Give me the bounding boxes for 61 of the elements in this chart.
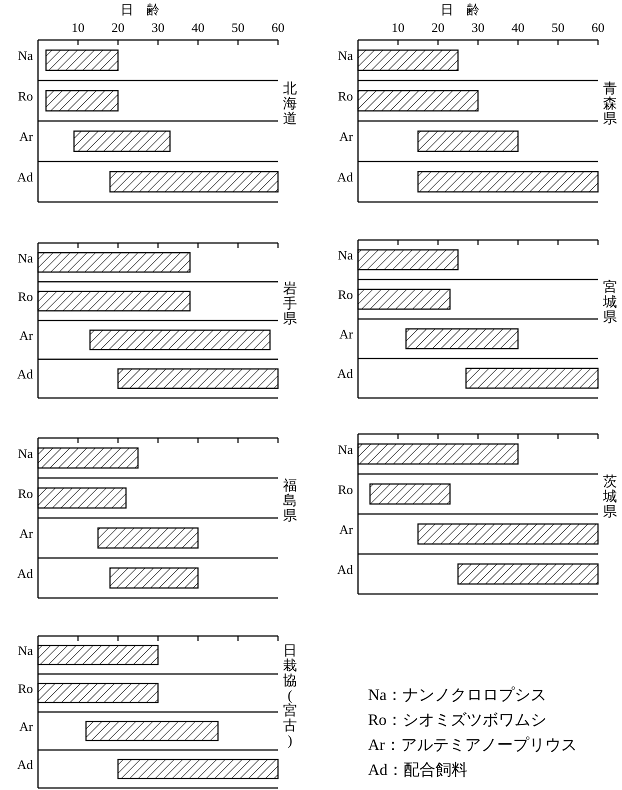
text: Ar：アルテミアノープリウス bbox=[368, 736, 577, 754]
y-tick-label: Ro bbox=[338, 287, 353, 302]
x-axis-title: 日 齢 bbox=[440, 2, 480, 17]
bar bbox=[109, 171, 279, 192]
y-tick-label: Ar bbox=[19, 526, 34, 541]
text: Ro：シオミズツボワムシ bbox=[368, 712, 547, 729]
y-tick-label: Ad bbox=[337, 366, 354, 382]
text: 日栽協(宮古) bbox=[283, 644, 297, 749]
y-tick-label: Ad bbox=[17, 366, 34, 382]
y-tick-label: Ar bbox=[339, 326, 354, 342]
x-tick-label: 60 bbox=[592, 20, 604, 35]
text: Na：ナンノクロロプシス bbox=[368, 686, 547, 704]
bar bbox=[465, 368, 599, 389]
bar bbox=[45, 90, 119, 112]
y-tick-label: Ro bbox=[338, 88, 353, 104]
x-tick-label: 20 bbox=[432, 20, 444, 35]
y-tick-label: Ar bbox=[19, 328, 34, 343]
y-tick-label: Ro bbox=[18, 680, 33, 696]
x-tick-label: 20 bbox=[112, 20, 124, 35]
y-tick-label: Ad bbox=[17, 169, 34, 184]
y-tick-label: Na bbox=[18, 48, 34, 63]
y-tick-label: Ro bbox=[18, 486, 33, 501]
x-axis-title: 日 齢 bbox=[120, 2, 160, 17]
y-tick-label: Ar bbox=[19, 128, 34, 144]
y-tick-label: Na bbox=[338, 48, 354, 63]
bar bbox=[417, 171, 599, 192]
text: 福島県 bbox=[283, 478, 297, 524]
bar bbox=[45, 50, 119, 71]
y-tick-label: Ro bbox=[18, 289, 33, 304]
y-tick-label: Ad bbox=[17, 566, 34, 581]
x-tick-label: 10 bbox=[392, 20, 404, 35]
bar bbox=[405, 328, 519, 350]
x-tick-label: 30 bbox=[152, 20, 164, 35]
x-tick-label: 50 bbox=[552, 20, 564, 35]
y-tick-label: Ad bbox=[337, 169, 354, 184]
text: 宮城県 bbox=[602, 279, 617, 326]
y-tick-label: Ad bbox=[17, 756, 34, 772]
bar bbox=[417, 130, 519, 152]
x-tick-label: 40 bbox=[512, 20, 524, 35]
text: 青森県 bbox=[603, 81, 617, 128]
y-tick-label: Ro bbox=[18, 88, 33, 104]
text: Ad：配合飼料 bbox=[368, 761, 468, 779]
y-tick-label: Na bbox=[18, 446, 34, 461]
y-tick-label: Ar bbox=[19, 718, 34, 734]
y-tick-label: Ad bbox=[337, 562, 354, 577]
y-tick-label: Ro bbox=[338, 482, 353, 497]
x-tick-label: 50 bbox=[232, 20, 244, 35]
x-tick-label: 30 bbox=[472, 20, 484, 35]
y-tick-label: Na bbox=[338, 442, 354, 457]
y-tick-label: Na bbox=[18, 250, 34, 266]
bar bbox=[73, 130, 171, 152]
y-tick-label: Ar bbox=[339, 522, 354, 537]
x-tick-label: 40 bbox=[192, 20, 204, 35]
text: 茨城県 bbox=[602, 474, 617, 520]
text: 北海道 bbox=[283, 81, 297, 128]
y-tick-label: Na bbox=[338, 248, 354, 263]
x-tick-label: 10 bbox=[72, 20, 84, 35]
y-tick-label: Na bbox=[18, 642, 34, 658]
text: 岩手県 bbox=[283, 281, 297, 328]
y-tick-label: Ar bbox=[339, 128, 354, 144]
x-tick-label: 60 bbox=[272, 20, 284, 35]
